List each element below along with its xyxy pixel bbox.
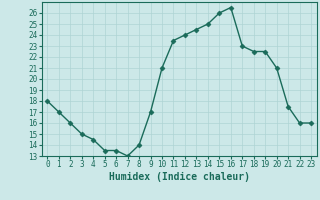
X-axis label: Humidex (Indice chaleur): Humidex (Indice chaleur)	[109, 172, 250, 182]
